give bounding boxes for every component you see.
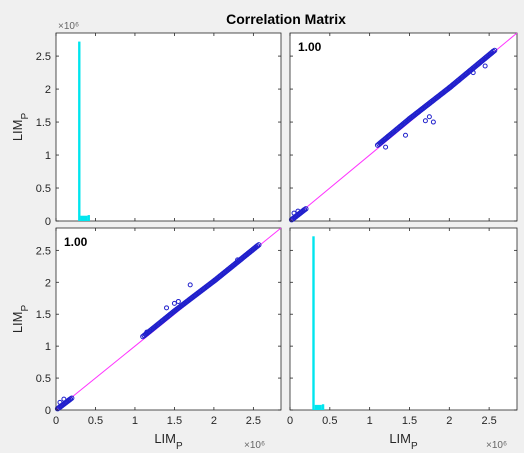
x-axis-label-text: LIMP xyxy=(154,431,183,452)
histogram-bar xyxy=(80,215,88,221)
histogram-bar xyxy=(87,215,90,221)
axis-label-subscript: P xyxy=(20,113,31,120)
x-tick-label: 2 xyxy=(446,415,452,427)
panel-bottom-left-scatter: 1.00 xyxy=(54,227,282,412)
histogram-bar xyxy=(78,41,81,221)
y-tick-label: 1 xyxy=(45,150,51,162)
x-tick-label: 1.5 xyxy=(402,415,417,427)
x-tick-label: 1.5 xyxy=(167,415,182,427)
correlation-label: 1.00 xyxy=(298,40,322,54)
scatter-point xyxy=(164,305,170,311)
scatter-point xyxy=(171,300,177,306)
y-tick-label: 1.5 xyxy=(36,309,51,321)
y-tick-label: 2 xyxy=(45,277,51,289)
x-tick-label: 0 xyxy=(287,415,293,427)
scatter-point xyxy=(175,298,181,304)
scatter-point xyxy=(422,118,428,124)
axis-label-subscript: P xyxy=(411,441,418,452)
scatter-point xyxy=(291,210,297,216)
y-exponent-label: ×10⁶ xyxy=(58,21,79,32)
histogram-bar xyxy=(312,236,315,410)
y-axis-label-text: LIMP xyxy=(10,305,31,334)
panel-bottom-left-ticks: 00 0.5 0.5 1 1 1.5 1.5 2 2 2.5 2.5 xyxy=(36,228,281,427)
scatter-point xyxy=(303,206,309,212)
scatter-point xyxy=(470,70,476,76)
panel-top-left-ticks: 0 0.5 1 1.5 2 2.5 xyxy=(36,33,281,228)
y-axis-label: LIMP xyxy=(10,113,31,142)
x-exponent-label-right: ×10⁶ xyxy=(486,440,507,451)
histogram-bar xyxy=(321,404,325,410)
x-exponent-label-left: ×10⁶ xyxy=(244,440,265,451)
scatter-point xyxy=(187,282,193,288)
scatter-point xyxy=(383,144,389,150)
y-tick-label: 2.5 xyxy=(36,51,51,63)
scatter-point xyxy=(61,396,67,402)
x-tick-label: 2 xyxy=(211,415,217,427)
panel-top-right-ticks xyxy=(289,33,517,222)
scatter-point xyxy=(69,395,75,401)
panel-bottom-right-ticks: 0 0.5 1 1.5 2 2.5 xyxy=(287,228,517,427)
x-tick-label: 1 xyxy=(132,415,138,427)
x-tick-label: 2.5 xyxy=(481,415,496,427)
y-tick-label: 2 xyxy=(45,84,51,96)
panel-bottom-right-histogram xyxy=(312,236,325,410)
x-tick-label: 0.5 xyxy=(88,415,103,427)
y-tick-label: 2.5 xyxy=(36,245,51,257)
y-tick-label: 0 xyxy=(45,216,51,228)
scatter-point xyxy=(426,114,432,120)
x-tick-label: 2.5 xyxy=(246,415,261,427)
scatter-point xyxy=(235,257,241,263)
scatter-point xyxy=(482,63,488,69)
correlation-label: 1.00 xyxy=(64,235,88,249)
scatter-point xyxy=(256,242,262,248)
y-axis-label-text: LIMP xyxy=(10,113,31,142)
x-axis-label: LIMP xyxy=(389,431,418,452)
axis-label-subscript: P xyxy=(20,305,31,312)
scatter-point xyxy=(295,208,301,214)
panel-bottom-right-frame xyxy=(289,227,518,411)
histogram-bar xyxy=(314,404,322,410)
x-tick-label: 0.5 xyxy=(322,415,337,427)
scatter-point xyxy=(144,329,150,335)
panel-top-right-scatter: 1.00 xyxy=(288,32,518,223)
y-tick-label: 1 xyxy=(45,341,51,353)
x-tick-label: 0 xyxy=(53,415,59,427)
y-tick-label: 0.5 xyxy=(36,183,51,195)
panel-top-left-frame xyxy=(55,32,282,222)
x-axis-label: LIMP xyxy=(154,431,183,452)
y-tick-label: 0 xyxy=(45,405,51,417)
y-axis-label: LIMP xyxy=(10,305,31,334)
y-tick-label: 1.5 xyxy=(36,117,51,129)
chart-title: Correlation Matrix xyxy=(226,11,346,27)
panel-top-left-histogram xyxy=(78,41,90,221)
x-tick-label: 1 xyxy=(367,415,373,427)
x-axis-label-text: LIMP xyxy=(389,431,418,452)
y-tick-label: 0.5 xyxy=(36,373,51,385)
scatter-point xyxy=(491,47,498,54)
scatter-point xyxy=(402,132,408,138)
scatter-point xyxy=(430,119,436,125)
axis-label-subscript: P xyxy=(176,441,183,452)
scatter-point xyxy=(57,399,63,405)
